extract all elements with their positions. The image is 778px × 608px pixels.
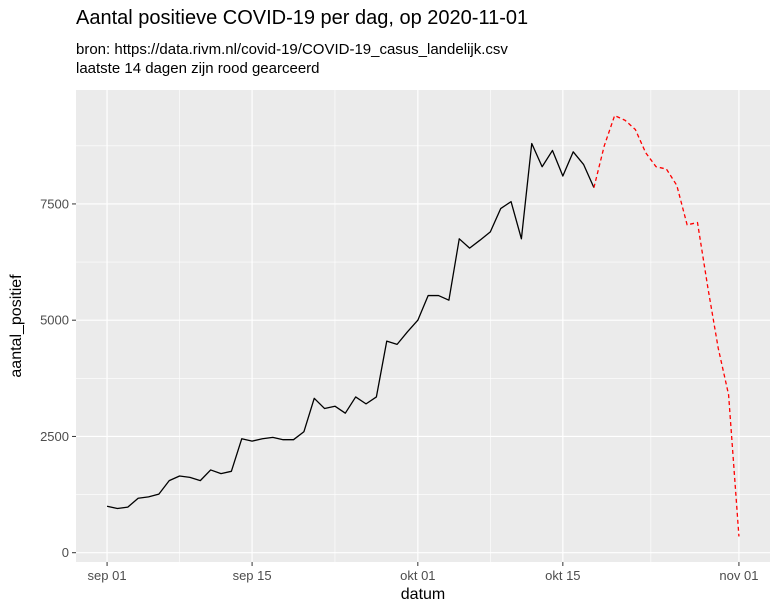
y-tick-label: 2500	[40, 429, 69, 444]
series-layer	[106, 114, 740, 537]
x-tick-label: okt 15	[545, 568, 580, 583]
positive-cases-series-line	[106, 142, 595, 510]
minor-gridlines	[76, 90, 770, 562]
y-tick-label: 7500	[40, 196, 69, 211]
major-gridlines	[76, 90, 770, 562]
x-axis-ticks: sep 01 sep 15 okt 01 okt 15 nov 01	[88, 562, 758, 583]
chart-title: Aantal positieve COVID-19 per dag, op 20…	[76, 7, 529, 29]
x-tick-label: sep 15	[233, 568, 272, 583]
y-tick-label: 5000	[40, 313, 69, 328]
y-axis-ticks: 0 2500 5000 7500	[40, 196, 76, 560]
x-tick-label: okt 01	[400, 568, 435, 583]
last-14-days-series-line	[593, 114, 740, 537]
y-tick-label: 0	[62, 545, 69, 560]
plot-panel	[76, 90, 770, 562]
chart-subtitle-note: laatste 14 dagen zijn rood gearceerd	[76, 60, 320, 77]
y-axis-title: aantal_positief	[8, 274, 25, 378]
x-tick-label: sep 01	[88, 568, 127, 583]
chart-subtitle-source: bron: https://data.rivm.nl/covid-19/COVI…	[76, 41, 508, 58]
x-axis-title: datum	[401, 586, 445, 603]
x-tick-label: nov 01	[719, 568, 758, 583]
